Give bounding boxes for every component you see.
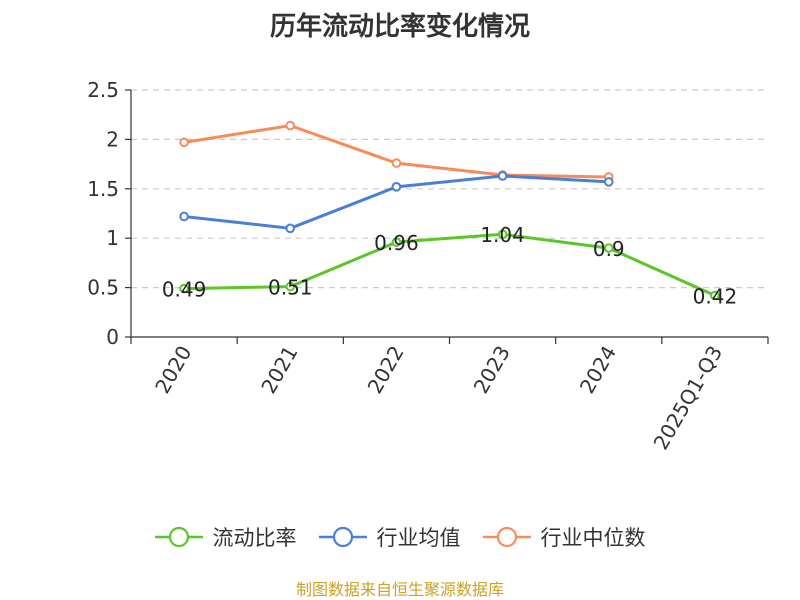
x-tick-label: 2021 [256,342,302,398]
data-label: 0.96 [374,231,419,255]
gridlines [131,89,768,289]
data-point [391,158,402,168]
data-point [603,243,614,253]
legend-label: 行业中位数 [540,526,646,550]
data-labels: 0.49 0.51 0.96 1.04 0.9 0.42 [162,223,737,308]
data-point [603,177,614,187]
legend-label: 行业均值 [376,526,461,550]
series-lines [179,120,720,301]
data-point [497,229,508,240]
y-tick-label: 0.5 [87,276,119,300]
x-tick-label: 2023 [469,342,515,398]
chart-title: 历年流动比率变化情况 [269,12,530,42]
legend-item[interactable]: 流动比率 [154,522,297,552]
data-point [391,237,402,247]
series-line [183,124,609,179]
source-note: 制图数据来自恒生聚源数据库 [295,580,504,599]
x-tick-label: 2022 [363,342,409,398]
data-label: 0.49 [162,278,207,302]
legend-circle [496,526,517,548]
data-label: 0.42 [693,285,738,309]
y-tick-label: 1 [106,226,119,250]
data-label: 0.51 [268,276,313,300]
data-point [179,211,189,222]
legend-marker-icon [318,526,367,548]
data-point [285,281,296,292]
x-tick-label: 2025Q1-Q3 [649,342,728,454]
x-tick-label: 2020 [150,342,196,398]
legend-marker-icon [482,526,531,548]
data-point [710,290,720,301]
data-point [179,283,189,294]
legend-circle [332,526,353,548]
legend-marker-icon [154,526,203,548]
legend-label: 流动比率 [212,526,297,550]
y-tick-label: 1.5 [87,177,119,201]
data-label: 1.04 [480,223,525,247]
legend-item[interactable]: 行业均值 [318,522,461,552]
data-point [285,120,296,131]
data-point [391,182,402,192]
data-point [179,137,189,148]
x-tick-label: 2024 [575,342,621,398]
data-point [497,171,508,181]
legend-item[interactable]: 行业中位数 [482,522,646,552]
y-tick-label: 2 [106,127,119,151]
series-line [184,232,716,297]
y-tick-label: 0 [106,325,119,349]
y-tick-label: 2.5 [87,78,119,102]
data-label: 0.9 [593,237,625,261]
legend-circle [168,526,189,548]
legend: 流动比率 行业均值 行业中位数 [0,520,800,554]
data-point [285,223,296,234]
